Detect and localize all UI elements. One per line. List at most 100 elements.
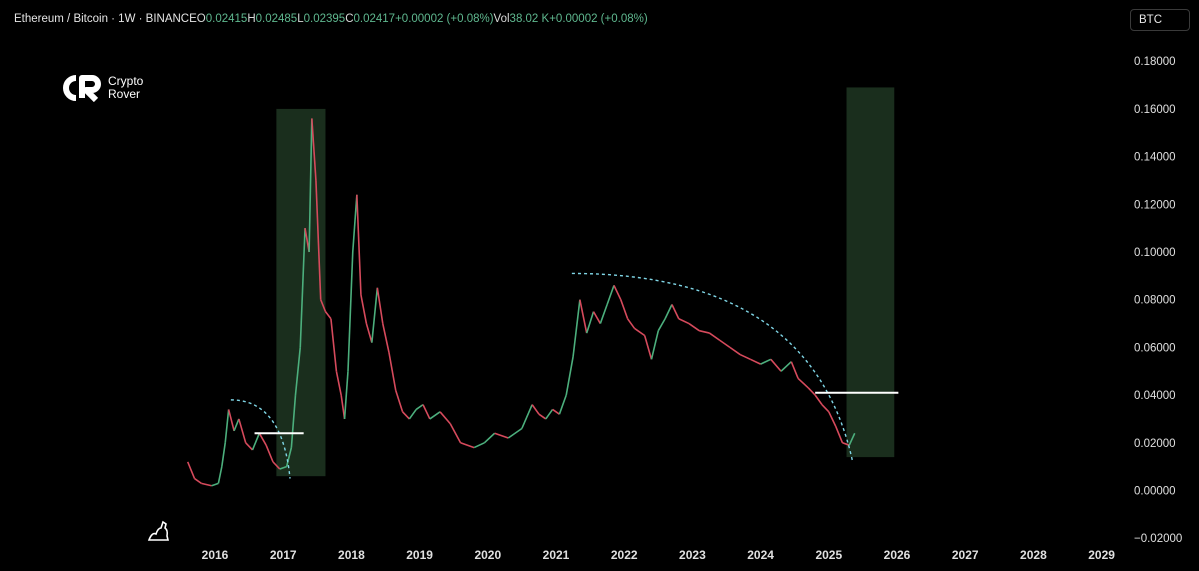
price-segment (308, 118, 313, 253)
price-segment (780, 361, 792, 372)
price-segment (319, 299, 327, 312)
price-segment (186, 461, 196, 479)
x-tick-label: 2021 (543, 548, 570, 562)
price-segment (335, 371, 342, 396)
target-zone-0 (276, 108, 326, 477)
price-segment (814, 394, 823, 406)
cr-logo-icon (63, 75, 101, 102)
price-segment (233, 418, 240, 432)
price-segment (245, 442, 254, 451)
price-segment (365, 323, 373, 343)
y-tick-label: 0.04000 (1134, 390, 1176, 402)
price-segment (221, 442, 227, 467)
price-segment (613, 285, 622, 301)
price-segment (664, 304, 673, 320)
price-segment (671, 304, 680, 320)
price-segment (238, 418, 247, 444)
price-segment (626, 318, 636, 329)
price-segment (750, 358, 761, 365)
price-segment (699, 329, 710, 334)
price-segment (290, 395, 297, 448)
price-segment (473, 442, 485, 449)
change-value: +0.00002 (+0.08%) (395, 13, 494, 25)
y-tick-label: 0.08000 (1134, 295, 1176, 307)
price-segment (285, 447, 293, 467)
x-tick-label: 2017 (270, 548, 297, 562)
y-tick-label: 0.06000 (1134, 342, 1176, 354)
tradingview-logo-icon[interactable] (146, 518, 172, 549)
price-segment (620, 299, 629, 320)
price-segment (538, 413, 547, 420)
price-segment (351, 194, 358, 253)
x-tick-label: 2024 (747, 548, 774, 562)
logo-line2: Rover (108, 87, 141, 101)
price-segment (439, 411, 451, 425)
symbol-header: Ethereum / Bitcoin · 1W · BINANCEO0.0241… (14, 13, 648, 25)
price-segment (842, 442, 850, 446)
price-segment (371, 287, 379, 343)
price-segment (340, 394, 346, 420)
x-tick-label: 2019 (406, 548, 433, 562)
volume-change: +0.00002 (+0.08%) (549, 13, 648, 25)
y-tick-label: 0.02000 (1134, 438, 1176, 450)
price-segment (606, 285, 615, 305)
price-segment (415, 403, 424, 411)
x-tick-label: 2018 (338, 548, 365, 562)
volume-label: Vol (493, 13, 510, 25)
price-segment (821, 404, 830, 413)
x-tick-label: 2026 (884, 548, 911, 562)
price-segment (848, 432, 856, 446)
price-segment (828, 411, 837, 427)
price-segment (592, 311, 602, 324)
price-segment (429, 411, 441, 420)
price-segment (678, 318, 690, 325)
y-tick-label: 0.16000 (1134, 104, 1176, 116)
high-label: H (247, 13, 256, 25)
price-segment (324, 311, 332, 320)
crypto-rover-logo: Crypto Rover (62, 74, 143, 102)
symbol-title[interactable]: Ethereum / Bitcoin · 1W · BINANCE (14, 13, 197, 25)
price-segment (330, 318, 338, 372)
price-segment (460, 442, 475, 449)
close-label: C (345, 13, 354, 25)
price-segment (760, 358, 772, 365)
price-segment (521, 404, 533, 429)
price-segment (834, 425, 844, 444)
price-segment (531, 404, 540, 415)
y-tick-label: 0.18000 (1134, 56, 1176, 68)
price-segment (211, 482, 219, 487)
price-segment (356, 194, 362, 295)
price-segment (688, 322, 700, 332)
price-segment (265, 444, 274, 463)
price-segment (388, 352, 397, 391)
price-segment (770, 358, 782, 372)
price-segment (807, 387, 816, 396)
currency-button[interactable]: BTC (1130, 9, 1190, 31)
price-segment (650, 330, 660, 360)
target-zone-1 (846, 87, 895, 458)
low-label: L (297, 13, 304, 25)
price-segment (315, 180, 322, 300)
low-value: 0.02395 (303, 13, 346, 25)
price-segment (401, 411, 410, 420)
price-segment (739, 353, 751, 361)
y-tick-label: 0.14000 (1134, 152, 1176, 164)
x-tick-label: 2020 (474, 548, 501, 562)
price-segment (572, 299, 581, 358)
price-segment (585, 311, 595, 334)
price-segment (719, 339, 731, 349)
price-segment (552, 408, 560, 415)
price-segment (565, 356, 574, 396)
price-segment (599, 304, 608, 324)
price-segment (507, 427, 523, 439)
y-tick-label: 0.12000 (1134, 199, 1176, 211)
x-tick-label: 2029 (1088, 548, 1115, 562)
price-segment (258, 432, 267, 446)
price-segment (343, 371, 349, 420)
price-segment (227, 409, 235, 432)
price-segment (422, 404, 431, 420)
price-segment (294, 347, 302, 396)
price-segment (217, 466, 223, 484)
price-segment (194, 477, 202, 485)
